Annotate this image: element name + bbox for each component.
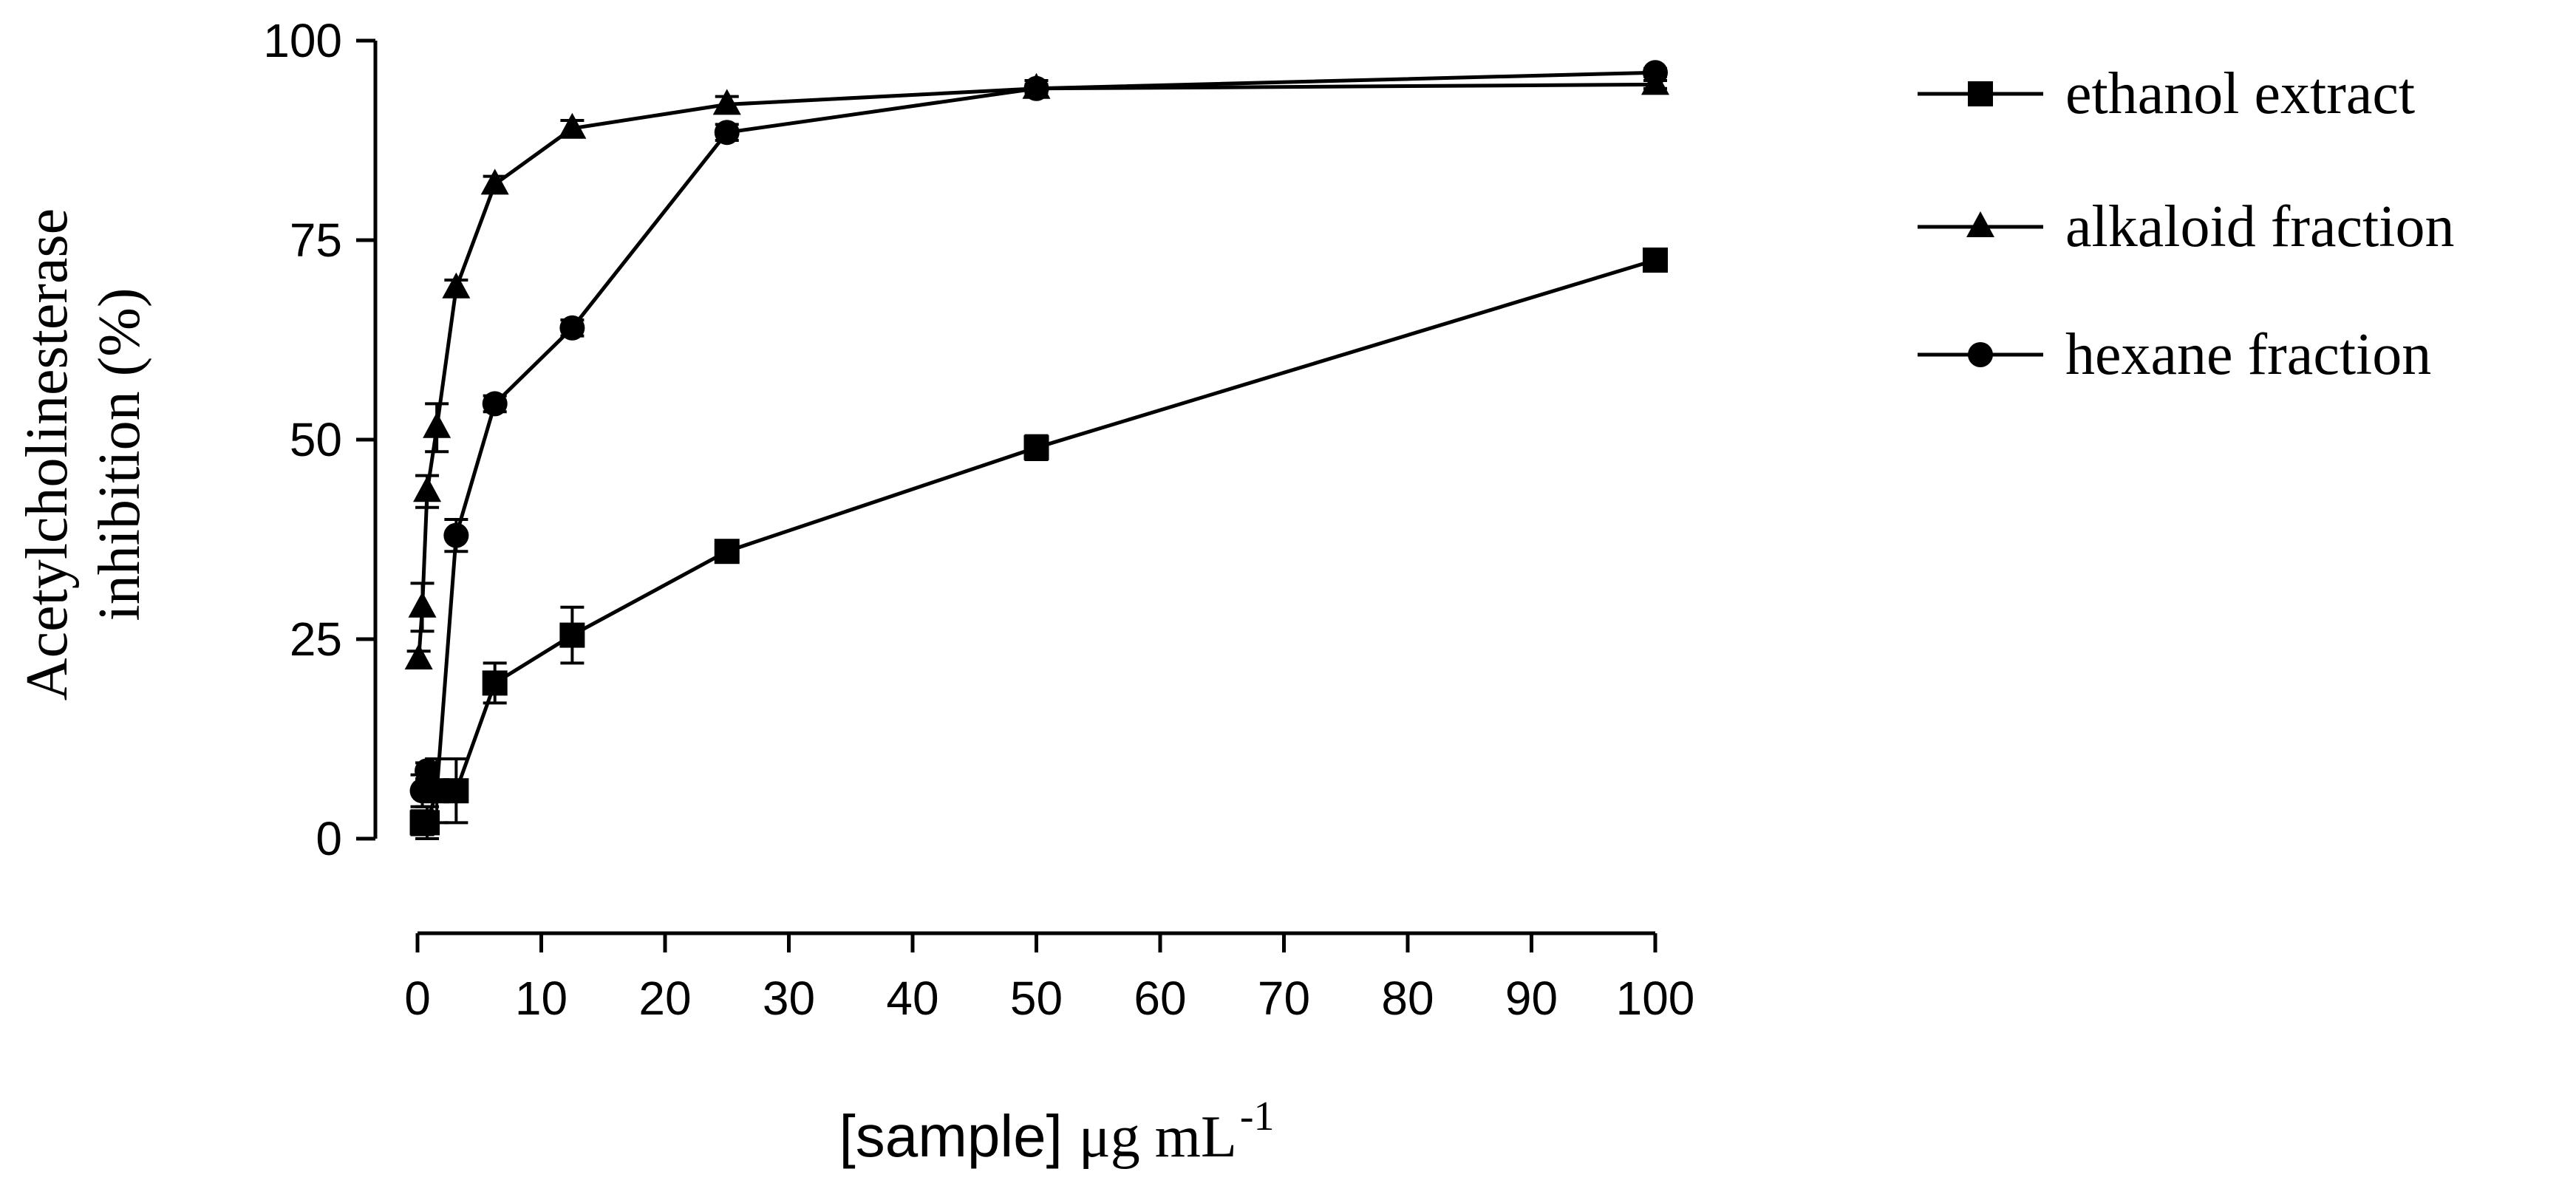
data-point-hexane-fraction bbox=[443, 522, 469, 548]
data-point-ethanol-extract bbox=[714, 539, 740, 565]
data-point-alkaloid-fraction bbox=[413, 476, 442, 502]
data-point-hexane-fraction bbox=[482, 391, 508, 417]
data-point-hexane-fraction bbox=[559, 315, 585, 341]
series-layer bbox=[404, 60, 1669, 840]
legend-label: ethanol extract bbox=[2065, 61, 2415, 126]
series-ethanol-extract bbox=[409, 248, 1668, 840]
axes: 0 25 50 75 100 0 10 20 30 40 50 60 70 80 90 100 bbox=[263, 14, 1694, 1025]
data-point-alkaloid-fraction bbox=[558, 112, 587, 139]
series-line-hexane-fraction bbox=[420, 70, 1656, 798]
legend-marker-square bbox=[1968, 81, 1993, 106]
legend-label: hexane fraction bbox=[2065, 322, 2431, 387]
data-point-ethanol-extract bbox=[482, 670, 508, 696]
legend: ethanol extract alkaloid fraction hexane f… bbox=[1918, 61, 2454, 387]
y-tick-label: 75 bbox=[290, 214, 342, 267]
x-tick-label: 90 bbox=[1505, 972, 1558, 1025]
x-tick-label: 60 bbox=[1134, 972, 1186, 1025]
x-tick-label: 30 bbox=[763, 972, 815, 1025]
data-point-hexane-fraction bbox=[424, 778, 450, 804]
y-tick-label: 25 bbox=[290, 613, 342, 666]
data-point-ethanol-extract bbox=[1023, 434, 1049, 460]
series-line-ethanol-extract bbox=[422, 258, 1656, 825]
data-point-hexane-fraction bbox=[415, 758, 440, 784]
x-tick-label: 100 bbox=[1616, 972, 1695, 1025]
x-tick-label: 80 bbox=[1381, 972, 1434, 1025]
y-tick-label: 0 bbox=[316, 812, 342, 865]
data-point-hexane-fraction bbox=[1023, 75, 1049, 101]
x-tick-label: 70 bbox=[1258, 972, 1310, 1025]
data-point-alkaloid-fraction bbox=[408, 591, 437, 618]
y-axis-label-line-2: inhibition (%) bbox=[87, 287, 152, 621]
series-line-alkaloid-fraction bbox=[417, 82, 1656, 660]
legend-marker-circle bbox=[1968, 342, 1993, 367]
legend-item-hexane-fraction: hexane fraction bbox=[1918, 322, 2431, 387]
legend-label: alkaloid fraction bbox=[2065, 194, 2454, 259]
data-point-ethanol-extract bbox=[1643, 248, 1668, 273]
data-point-alkaloid-fraction bbox=[480, 168, 509, 195]
data-point-ethanol-extract bbox=[559, 622, 585, 648]
legend-item-ethanol-extract: ethanol extract bbox=[1918, 61, 2415, 126]
data-point-alkaloid-fraction bbox=[712, 89, 741, 115]
data-point-alkaloid-fraction bbox=[423, 412, 452, 438]
x-axis-label: [sample] μg mL -1 bbox=[839, 1094, 1275, 1170]
x-tick-label: 40 bbox=[886, 972, 938, 1025]
x-tick-label: 10 bbox=[515, 972, 568, 1025]
y-axis-label: Acetylcholinesterase inhibition (%) bbox=[15, 208, 152, 700]
x-axis-label-sample: [sample] bbox=[839, 1103, 1063, 1169]
series-hexane-fraction bbox=[409, 60, 1668, 808]
x-axis-label-unit: μg mL bbox=[1079, 1105, 1237, 1170]
x-tick-label: 20 bbox=[638, 972, 691, 1025]
data-point-hexane-fraction bbox=[714, 120, 740, 146]
y-tick-label: 50 bbox=[290, 413, 342, 466]
series-alkaloid-fraction bbox=[404, 69, 1669, 669]
x-axis-label-superscript: -1 bbox=[1240, 1094, 1275, 1139]
data-point-hexane-fraction bbox=[1643, 60, 1668, 86]
data-point-alkaloid-fraction bbox=[442, 272, 471, 299]
x-tick-label: 50 bbox=[1010, 972, 1063, 1025]
legend-item-alkaloid-fraction: alkaloid fraction bbox=[1918, 194, 2454, 259]
y-tick-label: 100 bbox=[263, 14, 342, 67]
x-tick-label: 0 bbox=[404, 972, 431, 1025]
data-point-alkaloid-fraction bbox=[404, 644, 433, 669]
y-axis-label-line-1: Acetylcholinesterase bbox=[15, 208, 80, 700]
legend-marker-triangle bbox=[1966, 211, 1994, 237]
